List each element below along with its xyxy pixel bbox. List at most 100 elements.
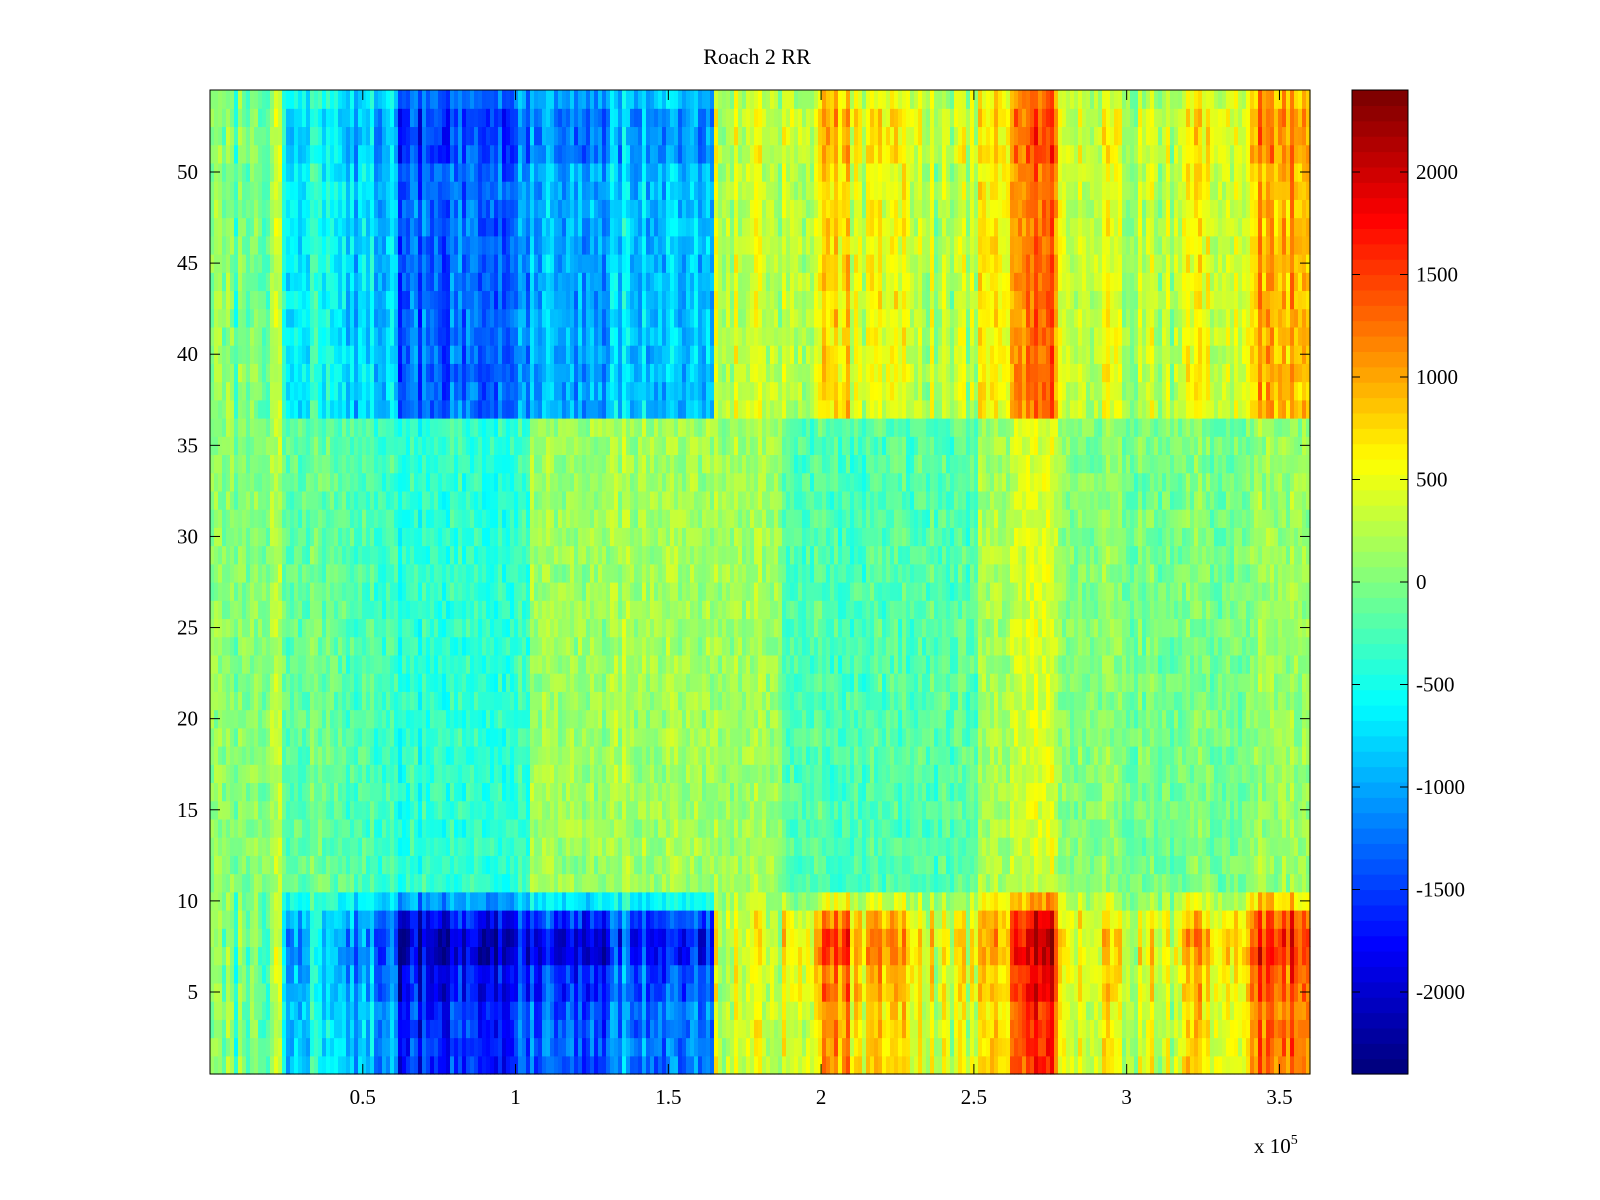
heatmap-cell (482, 509, 487, 528)
heatmap-cell (354, 582, 359, 601)
heatmap-cell (302, 472, 307, 492)
heatmap-cell (526, 217, 531, 237)
heatmap-cell (338, 108, 343, 128)
heatmap-cell (506, 235, 511, 255)
heatmap-cell (294, 290, 299, 310)
heatmap-cell (398, 490, 403, 510)
heatmap-cell (306, 800, 311, 820)
heatmap-cell (558, 217, 563, 237)
heatmap-cell (318, 363, 323, 383)
heatmap-cell (550, 654, 555, 674)
heatmap-cell (558, 873, 563, 893)
heatmap-cell (334, 326, 339, 346)
heatmap-cell (514, 709, 519, 729)
heatmap-cell (398, 1037, 403, 1057)
heatmap-cell (322, 891, 327, 911)
heatmap-cell (226, 509, 231, 528)
heatmap-cell (526, 509, 531, 528)
heatmap-cell (342, 235, 347, 255)
heatmap-cell (414, 563, 419, 583)
heatmap-cell (338, 910, 343, 929)
heatmap-cell (402, 1055, 407, 1075)
heatmap-cell (530, 90, 535, 109)
heatmap-cell (258, 654, 263, 674)
heatmap-cell (346, 636, 351, 656)
heatmap-cell (454, 436, 459, 456)
heatmap-cell (294, 162, 299, 182)
heatmap-cell (442, 235, 447, 255)
heatmap-cell (346, 399, 351, 419)
heatmap-cell (430, 126, 435, 146)
heatmap-cell (230, 691, 235, 711)
heatmap-cell (522, 600, 527, 620)
heatmap-cell (274, 928, 279, 948)
heatmap-cell (234, 946, 239, 966)
heatmap-cell (354, 928, 359, 948)
heatmap-cell (346, 764, 351, 784)
heatmap-cell (250, 436, 255, 456)
heatmap-cell (394, 873, 399, 893)
heatmap-cell (326, 436, 331, 456)
heatmap-cell (574, 199, 579, 219)
heatmap-cell (306, 618, 311, 638)
heatmap-cell (290, 345, 295, 364)
heatmap-cell (266, 399, 271, 419)
heatmap-cell (246, 454, 251, 474)
heatmap-cell (258, 928, 263, 948)
heatmap-cell (490, 363, 495, 383)
heatmap-cell (510, 399, 515, 419)
heatmap-cell (314, 636, 319, 656)
heatmap-cell (558, 654, 563, 674)
heatmap-cell (390, 1019, 395, 1039)
heatmap-cell (542, 527, 547, 547)
heatmap-cell (306, 326, 311, 346)
heatmap-cell (250, 709, 255, 729)
heatmap-cell (562, 126, 567, 146)
heatmap-cell (418, 1055, 423, 1075)
heatmap-cell (210, 490, 215, 510)
heatmap-cell (274, 618, 279, 638)
heatmap-cell (558, 254, 563, 273)
heatmap-cell (502, 418, 507, 437)
heatmap-cell (426, 472, 431, 492)
heatmap-cell (326, 181, 331, 200)
heatmap-cell (482, 272, 487, 292)
heatmap-cell (222, 490, 227, 510)
heatmap-cell (438, 727, 443, 747)
heatmap-cell (530, 1019, 535, 1039)
heatmap-cell (538, 308, 543, 328)
heatmap-cell (530, 855, 535, 875)
heatmap-cell (390, 782, 395, 802)
heatmap-cell (506, 472, 511, 492)
heatmap-cell (262, 126, 267, 146)
heatmap-cell (350, 254, 355, 273)
heatmap-cell (222, 636, 227, 656)
heatmap-cell (430, 108, 435, 128)
heatmap-cell (342, 582, 347, 601)
heatmap-cell (230, 399, 235, 419)
heatmap-cell (286, 782, 291, 802)
heatmap-cell (314, 509, 319, 528)
heatmap-cell (514, 1055, 519, 1075)
heatmap-cell (246, 782, 251, 802)
heatmap-cell (466, 272, 471, 292)
heatmap-cell (290, 90, 295, 109)
heatmap-cell (366, 90, 371, 109)
heatmap-cell (470, 910, 475, 929)
heatmap-cell (562, 600, 567, 620)
heatmap-cell (434, 946, 439, 966)
heatmap-cell (530, 217, 535, 237)
heatmap-cell (406, 90, 411, 109)
heatmap-cell (246, 891, 251, 911)
heatmap-cell (514, 910, 519, 929)
heatmap-cell (570, 509, 575, 528)
heatmap-cell (350, 490, 355, 510)
heatmap-cell (382, 108, 387, 128)
heatmap-cell (238, 982, 243, 1002)
heatmap-cell (386, 545, 391, 565)
heatmap-cell (446, 1055, 451, 1075)
heatmap-cell (494, 582, 499, 601)
heatmap-cell (354, 181, 359, 200)
heatmap-cell (410, 345, 415, 364)
heatmap-cell (294, 1019, 299, 1039)
